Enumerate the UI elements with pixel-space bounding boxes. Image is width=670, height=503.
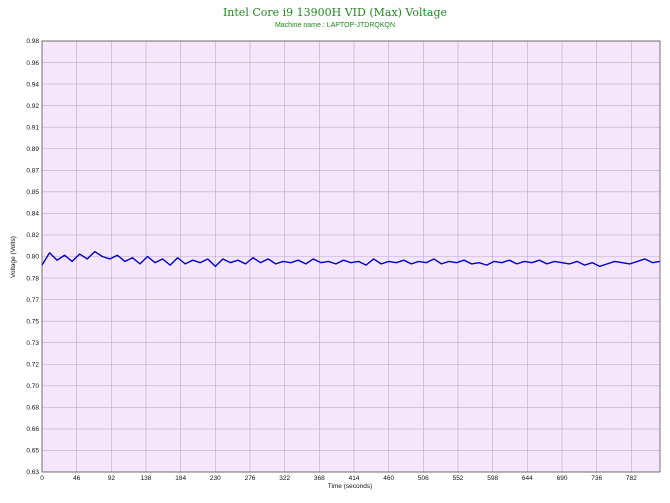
x-tick-label: 138 bbox=[141, 475, 152, 482]
y-tick-label: 0.70 bbox=[26, 383, 39, 390]
y-tick-label: 0.73 bbox=[26, 340, 39, 347]
y-tick-label: 0.87 bbox=[26, 168, 39, 175]
x-axis-label: Time (seconds) bbox=[328, 483, 373, 490]
x-tick-label: 644 bbox=[522, 475, 533, 482]
x-tick-label: 736 bbox=[591, 475, 602, 482]
y-tick-label: 0.84 bbox=[26, 211, 39, 218]
x-tick-label: 460 bbox=[383, 475, 394, 482]
y-tick-label: 0.89 bbox=[26, 146, 39, 153]
tick-labels: 0.98 0.96 0.94 0.92 0.91 0.89 0.87 0.85 0.84 0.82… bbox=[26, 38, 637, 482]
x-tick-label: 368 bbox=[314, 475, 325, 482]
y-tick-label: 0.98 bbox=[26, 38, 39, 45]
x-tick-label: 230 bbox=[210, 475, 221, 482]
x-tick-label: 322 bbox=[279, 475, 290, 482]
x-tick-label: 690 bbox=[557, 475, 568, 482]
x-tick-label: 276 bbox=[245, 475, 256, 482]
y-tick-label: 0.82 bbox=[26, 232, 39, 239]
y-tick-label: 0.92 bbox=[26, 103, 39, 110]
y-tick-label: 0.96 bbox=[26, 60, 39, 67]
plot-border bbox=[41, 40, 661, 473]
x-tick-label: 46 bbox=[73, 475, 81, 482]
y-tick-label: 0.80 bbox=[26, 254, 39, 261]
x-tick-label: 782 bbox=[626, 475, 637, 482]
y-tick-label: 0.66 bbox=[26, 426, 39, 433]
x-tick-label: 184 bbox=[175, 475, 186, 482]
y-tick-label: 0.94 bbox=[26, 81, 39, 88]
y-tick-label: 0.68 bbox=[26, 405, 39, 412]
x-tick-label: 92 bbox=[108, 475, 116, 482]
x-tick-label: 414 bbox=[349, 475, 360, 482]
y-tick-label: 0.91 bbox=[26, 124, 39, 131]
y-tick-label: 0.77 bbox=[26, 297, 39, 304]
y-axis-label: Voltage (Volts) bbox=[10, 236, 17, 278]
y-tick-label: 0.63 bbox=[26, 469, 39, 476]
grid-lines bbox=[41, 40, 660, 473]
x-tick-label: 0 bbox=[40, 475, 44, 482]
y-tick-label: 0.85 bbox=[26, 189, 39, 196]
y-tick-label: 0.75 bbox=[26, 318, 39, 325]
x-tick-label: 506 bbox=[418, 475, 429, 482]
x-tick-label: 552 bbox=[453, 475, 464, 482]
x-tick-label: 598 bbox=[487, 475, 498, 482]
y-tick-label: 0.72 bbox=[26, 361, 39, 368]
chart-subtitle: Machine name : LAPTOP-JTDRQKQN bbox=[275, 22, 395, 29]
series-line-vid-max-voltage bbox=[41, 250, 661, 268]
chart-title: Intel Core i9 13900H VID (Max) Voltage bbox=[223, 6, 447, 19]
y-tick-label: 0.78 bbox=[26, 275, 39, 282]
y-tick-label: 0.65 bbox=[26, 448, 39, 455]
